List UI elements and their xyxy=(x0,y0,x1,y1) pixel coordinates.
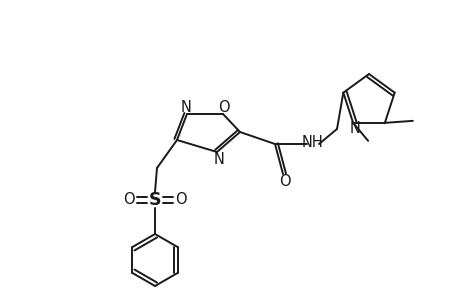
Text: N: N xyxy=(349,121,360,136)
Text: N: N xyxy=(213,152,224,166)
Text: O: O xyxy=(123,193,134,208)
Text: O: O xyxy=(218,100,230,115)
Text: O: O xyxy=(175,193,186,208)
Text: S: S xyxy=(148,191,161,209)
Text: N: N xyxy=(180,100,191,115)
Text: NH: NH xyxy=(302,134,323,149)
Text: O: O xyxy=(279,175,290,190)
